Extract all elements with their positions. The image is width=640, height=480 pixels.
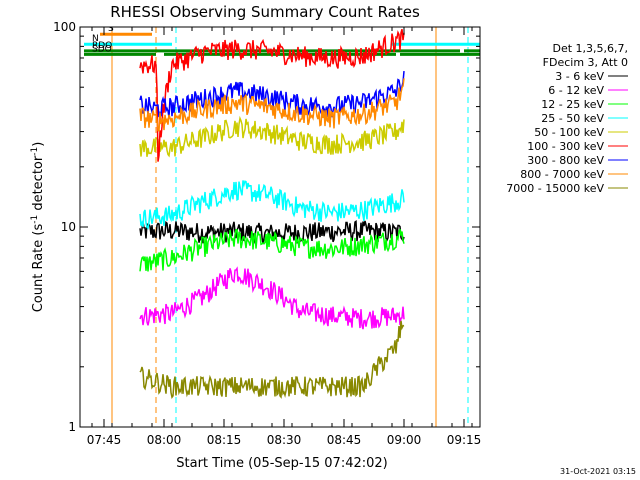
y-axis-label: Count Rate (s-1 detector-1) xyxy=(30,142,46,313)
x-tick-label: 08:00 xyxy=(147,433,182,447)
series-trace xyxy=(139,266,405,330)
legend-entry: 12 - 25 keV xyxy=(541,98,604,111)
x-tick-label: 08:15 xyxy=(207,433,242,447)
legend-entry: 3 - 6 keV xyxy=(555,70,604,83)
flag-label: S xyxy=(108,24,114,34)
x-tick-label: 09:00 xyxy=(387,433,422,447)
x-tick-label: 09:15 xyxy=(447,433,482,447)
x-tick-label: 07:45 xyxy=(87,433,122,447)
x-tick-label: 08:30 xyxy=(267,433,302,447)
legend-entry: 25 - 50 keV xyxy=(541,112,604,125)
series-trace xyxy=(139,320,405,400)
flag-label: SDO xyxy=(92,44,112,54)
flag-label: N xyxy=(92,34,99,44)
flag-label: RDO xyxy=(92,41,112,51)
legend-entry: 100 - 300 keV xyxy=(527,140,604,153)
series-trace xyxy=(139,71,405,118)
legend-header: FDecim 3, Att 0 xyxy=(543,56,628,69)
legend-entry: 6 - 12 keV xyxy=(548,84,604,97)
y-tick-label: 100 xyxy=(53,20,76,34)
series-trace xyxy=(139,180,405,230)
series-trace xyxy=(139,220,405,245)
legend: Det 1,3,5,6,7,FDecim 3, Att 03 - 6 keV6 … xyxy=(506,42,628,195)
axes: 07:45 08:00 08:15 08:30 08:45 09:00 09:15 1 10 10… xyxy=(53,20,481,447)
series-trace xyxy=(139,115,405,158)
legend-entry: 7000 - 15000 keV xyxy=(506,182,604,195)
y-tick-label: 10 xyxy=(61,220,76,234)
footer-date: 31-Oct-2021 03:15 xyxy=(560,467,636,476)
series-trace xyxy=(139,78,405,132)
plot-frame xyxy=(79,26,481,428)
legend-entry: 50 - 100 keV xyxy=(534,126,604,139)
y-tick-label: 1 xyxy=(68,420,76,434)
series-trace xyxy=(139,228,405,272)
legend-entry: 300 - 800 keV xyxy=(527,154,604,167)
legend-header: Det 1,3,5,6,7, xyxy=(552,42,628,55)
x-tick-label: 08:45 xyxy=(327,433,362,447)
series-trace xyxy=(139,28,405,162)
chart-title: RHESSI Observing Summary Count Rates xyxy=(110,3,420,21)
x-axis-label: Start Time (05-Sep-15 07:42:02) xyxy=(176,456,387,471)
legend-entry: 800 - 7000 keV xyxy=(520,168,604,181)
